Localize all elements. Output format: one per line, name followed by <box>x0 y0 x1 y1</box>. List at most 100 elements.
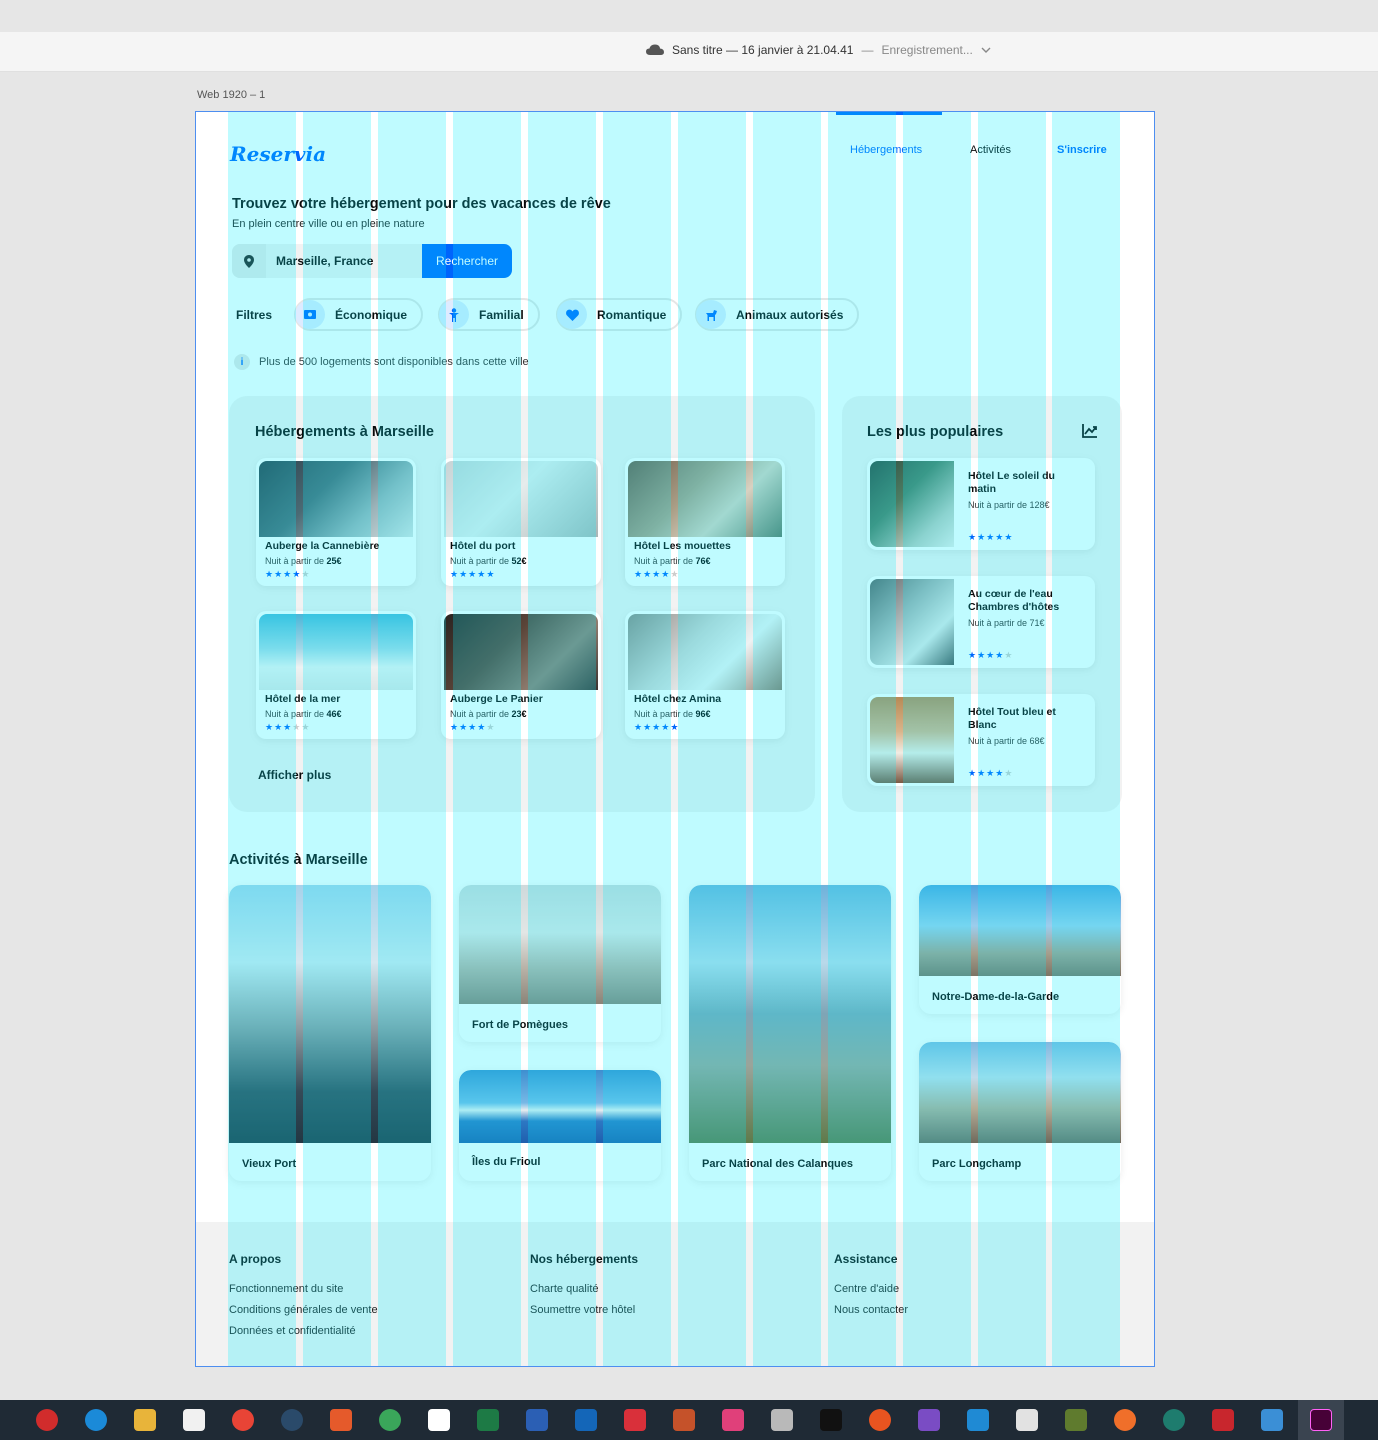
activity-photo <box>459 1070 661 1143</box>
edge-icon[interactable] <box>85 1409 107 1431</box>
star-filled-icon: ★ <box>661 722 670 732</box>
reservia-logo[interactable]: Reservia <box>230 142 327 166</box>
excel-icon[interactable] <box>477 1409 499 1431</box>
app-icon[interactable] <box>1065 1409 1087 1431</box>
star-filled-icon: ★ <box>661 569 670 579</box>
activity-card-calanques[interactable]: Parc National des Calanques <box>689 885 891 1181</box>
star-filled-icon: ★ <box>670 722 679 732</box>
nav-hebergements[interactable]: Hébergements <box>850 144 923 156</box>
app-icon[interactable] <box>1016 1409 1038 1431</box>
nav-signup[interactable]: S'inscrire <box>1057 144 1107 156</box>
dog-icon <box>696 300 726 329</box>
accommodation-name: Hôtel chez Amina <box>634 693 722 705</box>
accommodation-photo <box>628 461 782 537</box>
footer-link[interactable]: Soumettre votre hôtel <box>530 1304 636 1316</box>
price-prefix: Nuit à partir de <box>265 709 325 719</box>
accommodation-card-amina[interactable]: Hôtel chez Amina Nuit à partir de 96€ ★ ★… <box>625 611 785 739</box>
footer-link[interactable]: Nous contacter <box>834 1304 908 1316</box>
star-filled-icon: ★ <box>652 722 661 732</box>
activity-card-vieux-port[interactable]: Vieux Port <box>229 885 431 1181</box>
accommodation-card-cannebiere[interactable]: Auberge la Cannebière Nuit à partir de 2… <box>256 458 416 586</box>
star-filled-icon: ★ <box>977 532 986 542</box>
footer-link[interactable]: Conditions générales de vente <box>229 1304 378 1316</box>
filter-economique[interactable]: Économique <box>294 298 424 331</box>
artboard[interactable]: Reservia Hébergements Activités S'inscri… <box>195 111 1155 1367</box>
location-pin-icon <box>232 244 266 278</box>
youtube-music-icon[interactable] <box>36 1409 58 1431</box>
price-value: 46€ <box>326 709 342 719</box>
windows-taskbar <box>0 1400 1378 1440</box>
rating-stars: ★ ★ ★ ★ ★ <box>265 723 309 732</box>
accommodation-card-mer[interactable]: Hôtel de la mer Nuit à partir de 46€ ★ ★ ★… <box>256 611 416 739</box>
star-filled-icon: ★ <box>274 569 283 579</box>
price-value: 76€ <box>695 556 711 566</box>
search-button[interactable]: Rechercher <box>422 244 512 278</box>
photos-icon[interactable] <box>1261 1409 1283 1431</box>
activity-card-longchamp[interactable]: Parc Longchamp <box>919 1042 1121 1181</box>
firefox-icon[interactable] <box>1114 1409 1136 1431</box>
word-icon[interactable] <box>526 1409 548 1431</box>
accommodation-price: Nuit à partir de 76€ <box>634 556 711 566</box>
money-icon <box>295 300 325 329</box>
show-more-link[interactable]: Afficher plus <box>258 768 332 782</box>
artboard-label[interactable]: Web 1920 – 1 <box>197 89 266 101</box>
price-prefix: Nuit à partir de <box>450 709 510 719</box>
steam-icon[interactable] <box>281 1409 303 1431</box>
accommodation-card-mouettes[interactable]: Hôtel Les mouettes Nuit à partir de 76€ … <box>625 458 785 586</box>
vscode-icon[interactable] <box>967 1409 989 1431</box>
document-title-group[interactable]: Sans titre — 16 janvier à 21.04.41 — Enr… <box>646 43 991 57</box>
filter-romantique[interactable]: Romantique <box>556 298 683 331</box>
footer-link[interactable]: Données et confidentialité <box>229 1325 356 1337</box>
filter-familial[interactable]: Familial <box>438 298 540 331</box>
app-icon[interactable] <box>330 1409 352 1431</box>
footer-link[interactable]: Fonctionnement du site <box>229 1283 344 1295</box>
epic-games-icon[interactable] <box>820 1409 842 1431</box>
visual-studio-icon[interactable] <box>918 1409 940 1431</box>
star-filled-icon: ★ <box>292 569 301 579</box>
popular-card-soleil[interactable]: Hôtel Le soleil du matin Nuit à partir d… <box>867 458 1095 550</box>
footer-col-assistance: Assistance Centre d'aide Nous contacter <box>834 1252 908 1325</box>
nav-activites[interactable]: Activités <box>970 144 1011 156</box>
app-icon[interactable] <box>673 1409 695 1431</box>
search-input[interactable]: Marseille, France <box>276 254 374 268</box>
app-icon[interactable] <box>428 1409 450 1431</box>
cloud-icon <box>646 44 664 55</box>
activity-card-iles-frioul[interactable]: Îles du Frioul <box>459 1070 661 1181</box>
acrobat-icon[interactable] <box>1212 1409 1234 1431</box>
ubuntu-icon[interactable] <box>869 1409 891 1431</box>
outlook-icon[interactable] <box>575 1409 597 1431</box>
footer-link[interactable]: Charte qualité <box>530 1283 599 1295</box>
filter-animaux[interactable]: Animaux autorisés <box>695 298 860 331</box>
activity-card-fort-pomegues[interactable]: Fort de Pomègues <box>459 885 661 1042</box>
footer-link[interactable]: Centre d'aide <box>834 1283 900 1295</box>
accommodation-name: Hôtel Les mouettes <box>634 540 731 552</box>
app-icon[interactable] <box>1163 1409 1185 1431</box>
title-separator: — <box>861 43 874 57</box>
creative-cloud-icon[interactable] <box>722 1409 744 1431</box>
popular-photo <box>870 697 954 783</box>
star-empty-icon: ★ <box>301 722 310 732</box>
accommodation-price: Nuit à partir de 52€ <box>450 556 527 566</box>
app-icon[interactable] <box>624 1409 646 1431</box>
star-filled-icon: ★ <box>265 722 274 732</box>
footer-heading: A propos <box>229 1252 282 1266</box>
rating-stars: ★ ★ ★ ★ ★ <box>450 723 494 732</box>
chevron-down-icon[interactable] <box>981 46 991 54</box>
star-filled-icon: ★ <box>977 650 986 660</box>
file-explorer-icon[interactable] <box>134 1409 156 1431</box>
accommodation-photo <box>259 461 413 537</box>
app-icon[interactable] <box>771 1409 793 1431</box>
popular-card-bleu-blanc[interactable]: Hôtel Tout bleu et Blanc Nuit à partir d… <box>867 694 1095 786</box>
accommodation-card-panier[interactable]: Auberge Le Panier Nuit à partir de 23€ ★… <box>441 611 601 739</box>
popular-card-coeur-eau[interactable]: Au cœur de l'eau Chambres d'hôtes Nuit à… <box>867 576 1095 668</box>
activity-card-notre-dame[interactable]: Notre-Dame-de-la-Garde <box>919 885 1121 1014</box>
popular-photo <box>870 461 954 547</box>
star-filled-icon: ★ <box>634 722 643 732</box>
store-icon[interactable] <box>183 1409 205 1431</box>
star-filled-icon: ★ <box>274 722 283 732</box>
adobe-xd-icon[interactable] <box>1310 1409 1332 1431</box>
chrome-icon[interactable] <box>232 1409 254 1431</box>
accommodation-photo <box>444 614 598 690</box>
accommodation-card-port[interactable]: Hôtel du port Nuit à partir de 52€ ★ ★ ★ ★ ★ <box>441 458 601 586</box>
app-icon[interactable] <box>379 1409 401 1431</box>
